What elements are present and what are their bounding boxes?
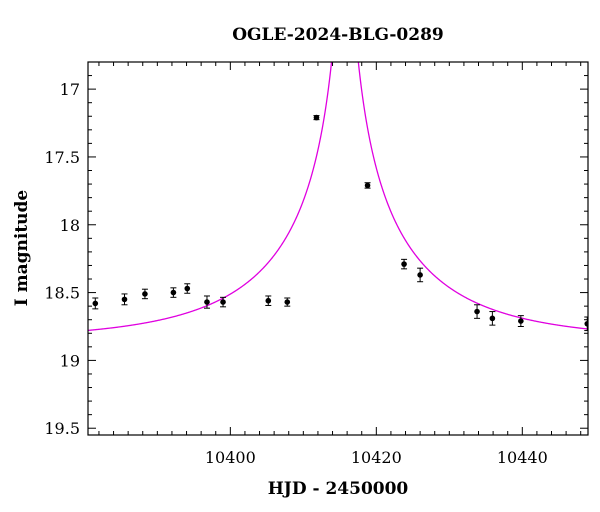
data-point [170,287,177,298]
y-tick-label: 18.5 [44,284,80,303]
data-marker [184,285,191,292]
data-marker [121,296,128,303]
data-point [313,114,320,121]
y-tick-label: 19.5 [44,419,80,438]
data-point [417,267,424,283]
data-marker [489,315,496,322]
x-axis-label: HJD - 2450000 [268,479,409,499]
x-tick-label: 10400 [205,448,256,467]
axis-ticks: 10400 10420 10440 17 17.5 18 18.5 19 19.5 [44,61,588,467]
model-curve [88,62,588,332]
data-point [584,316,588,332]
data-marker [220,299,226,305]
data-point [284,297,291,307]
data-point [265,295,272,306]
data-marker [364,182,371,189]
x-tick-label: 10420 [351,448,402,467]
data-point [203,295,210,309]
data-point [517,315,524,327]
data-marker [417,272,423,278]
data-marker [518,318,524,324]
data-point [401,258,408,270]
data-point [220,296,227,308]
data-point [474,304,481,319]
y-tick-label: 19 [60,351,80,370]
data-marker [170,289,177,296]
data-marker [142,291,148,297]
y-tick-label: 18 [60,216,80,235]
data-marker [401,261,407,267]
y-tick-label: 17.5 [44,148,80,167]
data-marker [92,300,99,307]
data-point [141,288,148,300]
data-marker [284,299,291,305]
plot-frame [87,61,589,436]
data-marker [204,299,210,305]
data-point [121,293,128,306]
data-point [489,311,496,326]
y-axis-label: I magnitude [12,190,32,307]
data-point [92,297,99,310]
x-tick-label: 10440 [497,448,548,467]
data-points-layer [92,114,588,332]
chart-title: OGLE-2024-BLG-0289 [232,25,444,45]
data-marker [313,114,320,121]
data-marker [474,308,480,315]
data-marker [584,320,588,327]
y-tick-label: 17 [60,80,80,99]
data-point [184,283,191,294]
model-curve-layer [88,62,588,332]
data-point [364,182,371,189]
data-marker [265,297,272,304]
